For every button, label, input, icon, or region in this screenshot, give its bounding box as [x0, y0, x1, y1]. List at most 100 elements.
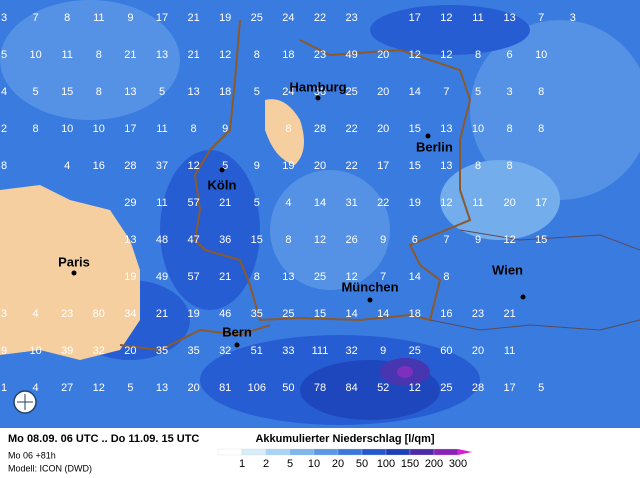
grid-value: 12: [409, 49, 421, 61]
legend-label: 200: [425, 458, 443, 470]
grid-value: 19: [409, 197, 421, 209]
grid-value: 9: [222, 123, 228, 135]
city-label: Bern: [222, 324, 252, 339]
grid-value: 13: [187, 86, 199, 98]
grid-value: 60: [440, 345, 452, 357]
grid-value: 13: [124, 86, 136, 98]
grid-value: 8: [96, 49, 102, 61]
grid-value: 6: [507, 49, 513, 61]
color-swatch: [289, 448, 315, 456]
grid-value: 37: [156, 160, 168, 172]
grid-value: 15: [409, 123, 421, 135]
grid-value: 20: [314, 160, 326, 172]
grid-value: 17: [156, 12, 168, 24]
grid-value: 21: [219, 271, 231, 283]
dry-area: [265, 99, 304, 165]
period: Mo 08.09. 06 UTC .. Do 11.09. 15 UTC: [8, 433, 199, 445]
grid-value: 33: [282, 345, 294, 357]
grid-value: 15: [251, 234, 263, 246]
grid-value: 21: [219, 197, 231, 209]
grid-value: 14: [409, 271, 421, 283]
grid-value: 12: [187, 160, 199, 172]
grid-value: 50: [282, 382, 294, 394]
grid-value: 23: [345, 12, 357, 24]
grid-value: 21: [156, 308, 168, 320]
grid-value: 11: [61, 49, 72, 61]
grid-value: 32: [345, 345, 357, 357]
grid-value: 17: [409, 12, 421, 24]
grid-value: 12: [314, 234, 326, 246]
grid-value: 9: [380, 234, 386, 246]
legend-label: 100: [377, 458, 395, 470]
grid-value: 5: [33, 86, 39, 98]
grid-value: 3: [1, 12, 7, 24]
grid-value: 12: [440, 12, 452, 24]
city-dot: [219, 167, 225, 173]
grid-value: 23: [61, 308, 73, 320]
grid-value: 32: [219, 345, 231, 357]
grid-value: 21: [503, 308, 515, 320]
grid-value: 51: [251, 345, 263, 357]
grid-value: 26: [345, 234, 357, 246]
grid-value: 8: [1, 160, 7, 172]
grid-value: 20: [472, 345, 484, 357]
grid-value: 3: [1, 308, 7, 320]
grid-value: 23: [314, 49, 326, 61]
grid-value: 29: [124, 197, 136, 209]
grid-value: 22: [345, 160, 357, 172]
legend-label: 300: [449, 458, 467, 470]
grid-value: 8: [96, 86, 102, 98]
grid-value: 3: [570, 12, 576, 24]
city-dot: [315, 95, 321, 101]
grid-value: 8: [254, 271, 260, 283]
grid-value: 8: [475, 160, 481, 172]
grid-value: 14: [377, 308, 389, 320]
color-swatch: [265, 448, 291, 456]
grid-value: 27: [61, 382, 73, 394]
grid-value: 11: [93, 12, 104, 24]
city-label: Hamburg: [289, 79, 346, 94]
grid-value: 22: [377, 197, 389, 209]
city-dot: [425, 133, 431, 139]
grid-value: 19: [187, 308, 199, 320]
grid-value: 12: [503, 234, 515, 246]
grid-value: 24: [282, 12, 294, 24]
city-label: München: [341, 279, 398, 294]
grid-value: 20: [377, 49, 389, 61]
grid-value: 52: [377, 382, 389, 394]
grid-value: 35: [156, 345, 168, 357]
grid-value: 13: [440, 123, 452, 135]
grid-value: 13: [282, 271, 294, 283]
grid-value: 5: [254, 86, 260, 98]
grid-value: 20: [187, 382, 199, 394]
grid-value: 57: [187, 197, 199, 209]
legend-label: 50: [356, 458, 368, 470]
grid-value: 17: [377, 160, 389, 172]
grid-value: 8: [475, 49, 481, 61]
country-borders: [119, 19, 472, 352]
grid-value: 111: [312, 345, 329, 357]
grid-value: 14: [345, 308, 357, 320]
grid-value: 31: [345, 197, 357, 209]
grid-value: 10: [93, 123, 105, 135]
city-label: Berlin: [416, 139, 453, 154]
grid-value: 28: [124, 160, 136, 172]
grid-value: 5: [254, 197, 260, 209]
grid-value: 21: [187, 49, 199, 61]
grid-value: 20: [124, 345, 136, 357]
grid-value: 19: [282, 160, 294, 172]
grid-value: 8: [507, 123, 513, 135]
grid-value: 20: [503, 197, 515, 209]
grid-value: 12: [409, 382, 421, 394]
color-swatch: [385, 448, 411, 456]
color-bar: 1 2 5 10 20 50 100 150 200 300: [217, 448, 472, 470]
grid-value: 28: [472, 382, 484, 394]
grid-value: 5: [222, 160, 228, 172]
grid-value: 18: [409, 308, 421, 320]
grid-value: 20: [377, 86, 389, 98]
city-dot: [234, 342, 240, 348]
grid-value: 8: [538, 86, 544, 98]
grid-value: 36: [219, 234, 231, 246]
grid-value: 3: [507, 86, 513, 98]
grid-value: 47: [187, 234, 199, 246]
